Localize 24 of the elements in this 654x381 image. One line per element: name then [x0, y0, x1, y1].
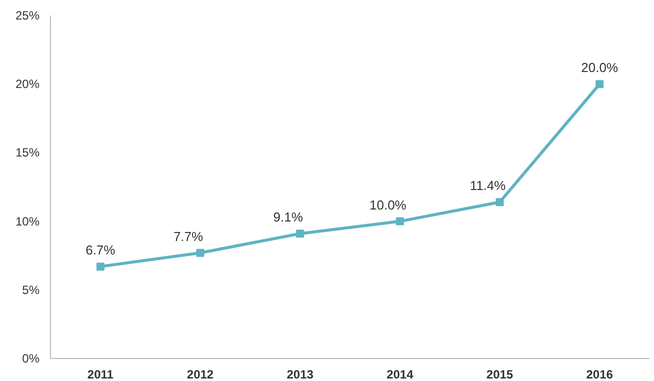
y-tick-label: 5%: [22, 282, 40, 297]
point: [396, 217, 404, 226]
y-tick-label: 25%: [15, 8, 40, 22]
point: [196, 248, 204, 257]
point: [496, 198, 504, 206]
data-label: 20.0%: [581, 60, 618, 76]
point: [296, 230, 304, 238]
x-tick-label: 2016: [586, 368, 614, 381]
data-label: 9.1%: [273, 210, 304, 225]
y-tick-label: 10%: [15, 214, 40, 228]
data-label: 10.0%: [370, 197, 407, 212]
data-label: 6.7%: [86, 242, 116, 258]
y-tick-label: 15%: [15, 146, 40, 160]
x-tick-label: 2011: [87, 368, 114, 381]
y-tick-label: 0%: [22, 352, 40, 366]
data-label: 7.7%: [173, 228, 204, 244]
x-tick-label: 2012: [186, 368, 214, 381]
point: [596, 80, 604, 88]
y-tick-label: 20%: [15, 77, 40, 92]
point: [96, 262, 104, 271]
x-tick-label: 2013: [286, 368, 314, 381]
x-tick-label: 2015: [486, 368, 514, 381]
data-label: 11.4%: [470, 178, 506, 194]
x-tick-label: 2014: [386, 368, 414, 381]
